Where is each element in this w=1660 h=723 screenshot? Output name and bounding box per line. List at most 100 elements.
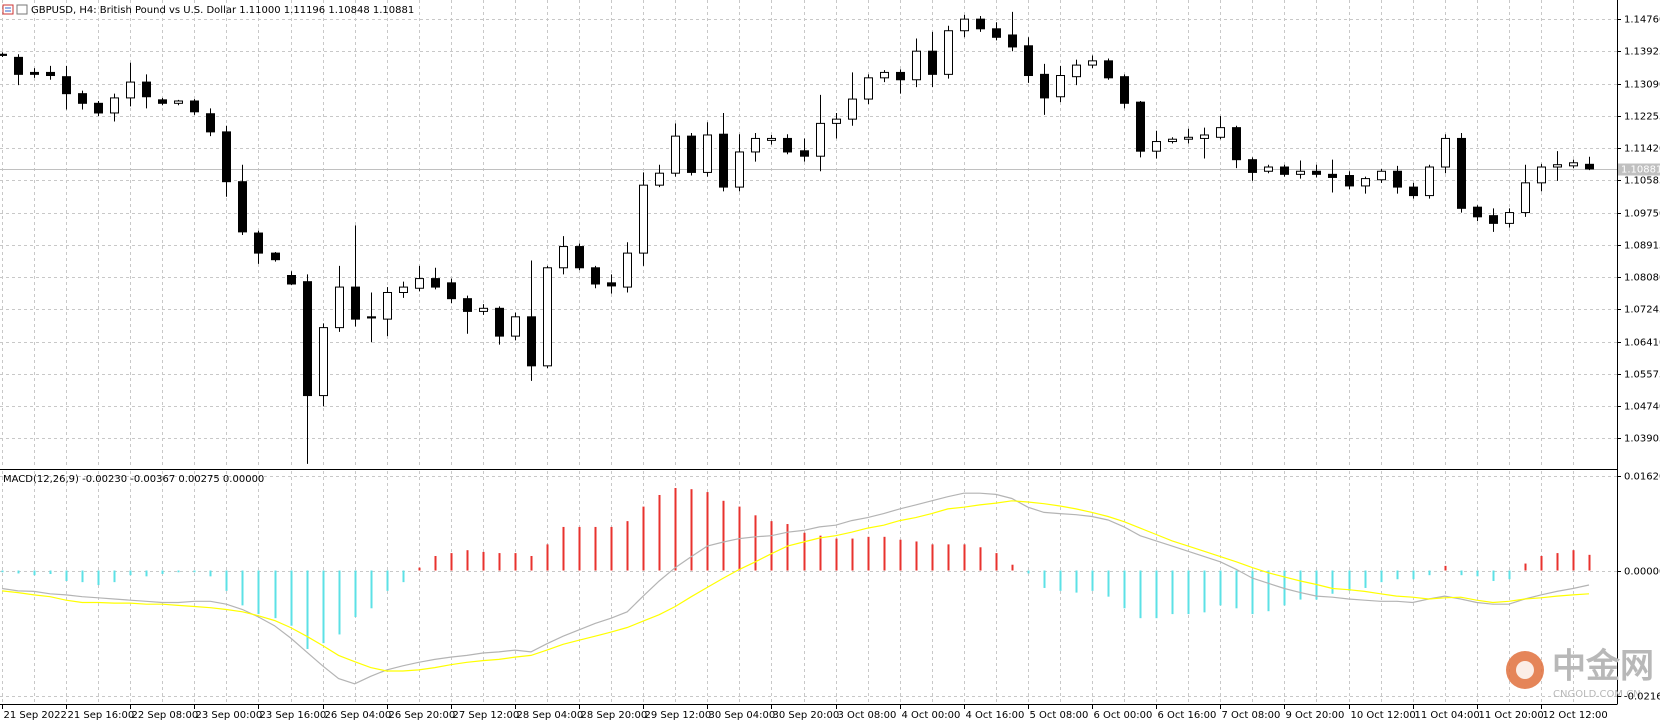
histogram-bar: [1011, 564, 1014, 571]
candle-body: [319, 327, 328, 397]
x-tick-label: 27 Sep 12:00: [453, 710, 520, 721]
x-tick-label: 26 Sep 20:00: [389, 710, 456, 721]
histogram-bar: [1460, 570, 1463, 576]
chart-title: GBPUSD, H4: British Pound vs U.S. Dollar…: [31, 5, 414, 16]
candle-body: [880, 71, 889, 79]
candle-body: [511, 316, 520, 337]
candle-body: [1473, 206, 1482, 218]
histogram-bar: [1235, 570, 1238, 609]
candle-body: [14, 56, 23, 75]
y-tick-label: 1.07245: [1624, 305, 1660, 316]
histogram-bar: [1428, 570, 1431, 576]
candle-body: [126, 81, 135, 99]
candle-body: [527, 316, 536, 367]
histogram-bar: [1492, 570, 1495, 581]
histogram-bar: [1, 570, 4, 573]
candle-body: [783, 137, 792, 153]
candle-body: [1056, 75, 1065, 98]
histogram-bar: [610, 526, 613, 571]
candle-body: [1008, 34, 1017, 48]
histogram-bar: [835, 538, 838, 571]
x-tick-label: 7 Oct 08:00: [1222, 710, 1281, 721]
candle-body: [463, 298, 472, 312]
histogram-bar: [33, 570, 36, 576]
y-tick-label: -0.02160: [1624, 692, 1660, 703]
histogram-bar: [1219, 570, 1222, 606]
candle-body: [687, 135, 696, 173]
candle-body: [816, 122, 825, 157]
histogram-bar: [963, 544, 966, 571]
histogram-bar: [274, 570, 277, 619]
histogram-bar: [1267, 570, 1270, 612]
histogram-bar: [770, 521, 773, 571]
candle-body: [1072, 64, 1081, 78]
histogram-bar: [306, 570, 309, 649]
last-price-box: [1618, 163, 1660, 176]
x-tick-label: 12 Oct 12:00: [1543, 710, 1608, 721]
y-tick-label: 1.08080: [1624, 273, 1660, 284]
y-tick-label: 0.00000: [1624, 567, 1660, 578]
candle-body: [1280, 166, 1289, 175]
candle-body: [1040, 73, 1049, 99]
indicator-title: MACD(12,26,9) -0.00230 -0.00367 0.00275 …: [3, 474, 264, 485]
candle-body: [190, 100, 199, 113]
histogram-bar: [1059, 570, 1062, 591]
histogram-bar: [193, 570, 196, 573]
x-tick-label: 22 Sep 08:00: [132, 710, 199, 721]
candle-body: [703, 134, 712, 173]
candle-body: [1537, 166, 1546, 184]
candle-body: [1216, 127, 1225, 138]
histogram-bar: [1540, 555, 1543, 571]
histogram-bar: [514, 553, 517, 571]
histogram-bar: [1572, 550, 1575, 571]
histogram-bar: [17, 570, 20, 574]
histogram-bar: [65, 570, 68, 581]
candle-body: [944, 30, 953, 75]
histogram-bar: [658, 494, 661, 571]
candle-body: [1441, 137, 1450, 168]
candle-body: [271, 252, 280, 261]
candle-body: [607, 282, 616, 287]
watermark: 中金网 CNGOLD.COM.CN: [1506, 647, 1654, 700]
candle-body: [0, 53, 7, 56]
last-price-label: 1.10881: [1621, 165, 1660, 176]
x-tick-label: 6 Oct 00:00: [1094, 710, 1153, 721]
candle-body: [206, 113, 215, 133]
x-tick-label: 21 Sep 16:00: [68, 710, 135, 721]
histogram-bar: [706, 492, 709, 571]
histogram-bar: [1155, 570, 1158, 619]
y-tick-label: 1.03905: [1624, 434, 1660, 445]
candle-body: [174, 100, 183, 104]
candle-body: [1168, 138, 1177, 143]
candle-body: [367, 316, 376, 319]
histogram-bar: [562, 526, 565, 571]
candle-body: [928, 50, 937, 75]
y-tick-label: 1.11420: [1624, 144, 1660, 155]
candle-body: [142, 81, 151, 98]
histogram-bar: [1412, 570, 1415, 580]
x-tick-label: 11 Oct 04:00: [1415, 710, 1480, 721]
histogram-bar: [690, 489, 693, 571]
candle-body: [415, 278, 424, 289]
candle-body: [303, 281, 312, 397]
histogram-bar: [1380, 570, 1383, 583]
candle-body: [447, 282, 456, 300]
y-tick-label: 1.10585: [1624, 176, 1660, 187]
x-tick-label: 10 Oct 12:00: [1351, 710, 1416, 721]
candle-body: [832, 118, 841, 124]
histogram-bar: [402, 570, 405, 583]
histogram-bar: [786, 524, 789, 571]
candle-body: [30, 71, 39, 75]
candle-body: [896, 71, 905, 81]
histogram-bar: [482, 551, 485, 571]
candle-body: [960, 18, 969, 32]
histogram-bar: [113, 570, 116, 583]
histogram-bar: [1187, 570, 1190, 615]
candle-body: [1184, 136, 1193, 140]
candle-body: [62, 76, 71, 95]
candle-body: [671, 135, 680, 174]
y-tick-label: 1.13090: [1624, 80, 1660, 91]
